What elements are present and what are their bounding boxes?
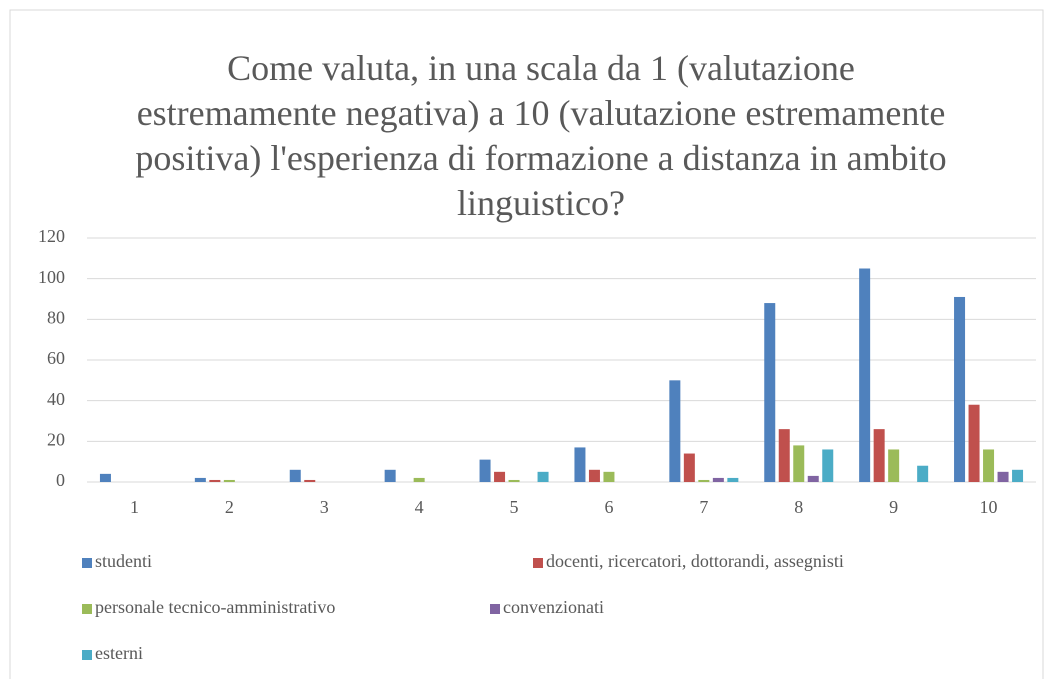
bar (1012, 469, 1024, 482)
bar (859, 268, 871, 482)
y-tick-label: 100 (38, 267, 65, 287)
legend-label: personale tecnico-amministrativo (95, 597, 335, 617)
legend-swatch (82, 604, 92, 614)
bar (793, 445, 805, 482)
bar (873, 429, 885, 482)
bar (888, 449, 900, 482)
bar (764, 303, 776, 482)
bar (494, 471, 506, 482)
bar (727, 477, 739, 482)
legend-label: convenzionati (503, 597, 604, 617)
bar (99, 473, 111, 482)
x-tick-label: 5 (510, 497, 519, 517)
y-tick-label: 120 (38, 226, 65, 246)
bar (669, 380, 681, 482)
legend-label: esterni (95, 643, 143, 663)
bar (384, 469, 396, 482)
bar (574, 447, 586, 482)
legend-label: studenti (95, 551, 152, 571)
bar (968, 404, 980, 482)
bar (778, 429, 790, 482)
bar (698, 479, 710, 482)
y-tick-label: 80 (47, 307, 65, 327)
y-tick-label: 0 (56, 470, 65, 490)
y-tick-label: 20 (47, 429, 65, 449)
legend-swatch (82, 558, 92, 568)
bar (683, 453, 695, 482)
x-tick-label: 7 (699, 497, 708, 517)
bar (304, 479, 316, 482)
x-tick-label: 1 (130, 497, 139, 517)
legend-label: docenti, ricercatori, dottorandi, assegn… (546, 551, 844, 571)
x-tick-label: 6 (604, 497, 613, 517)
bar (712, 477, 724, 482)
bar (807, 475, 819, 482)
x-tick-label: 2 (225, 497, 234, 517)
legend-swatch (490, 604, 500, 614)
bar (997, 471, 1009, 482)
bar (954, 296, 966, 482)
y-tick-label: 60 (47, 348, 65, 368)
chart-frame (9, 9, 1044, 679)
chart-title: Come valuta, in una scala da 1 (valutazi… (135, 48, 947, 223)
bar (588, 469, 600, 482)
bar (289, 469, 301, 482)
bar (209, 479, 221, 482)
x-tick-label: 10 (980, 497, 998, 517)
bar (537, 471, 549, 482)
x-tick-label: 4 (415, 497, 424, 517)
bar (822, 449, 834, 482)
bar (983, 449, 995, 482)
legend-swatch (533, 558, 543, 568)
bar (194, 477, 206, 482)
y-tick-label: 40 (47, 389, 65, 409)
x-tick-label: 8 (794, 497, 803, 517)
x-tick-label: 9 (889, 497, 898, 517)
bar (479, 459, 491, 482)
x-tick-label: 3 (320, 497, 329, 517)
legend-swatch (82, 650, 92, 660)
bar (508, 479, 520, 482)
bar (917, 465, 929, 482)
bar (603, 471, 615, 482)
bar (413, 477, 425, 482)
bar (223, 479, 235, 482)
